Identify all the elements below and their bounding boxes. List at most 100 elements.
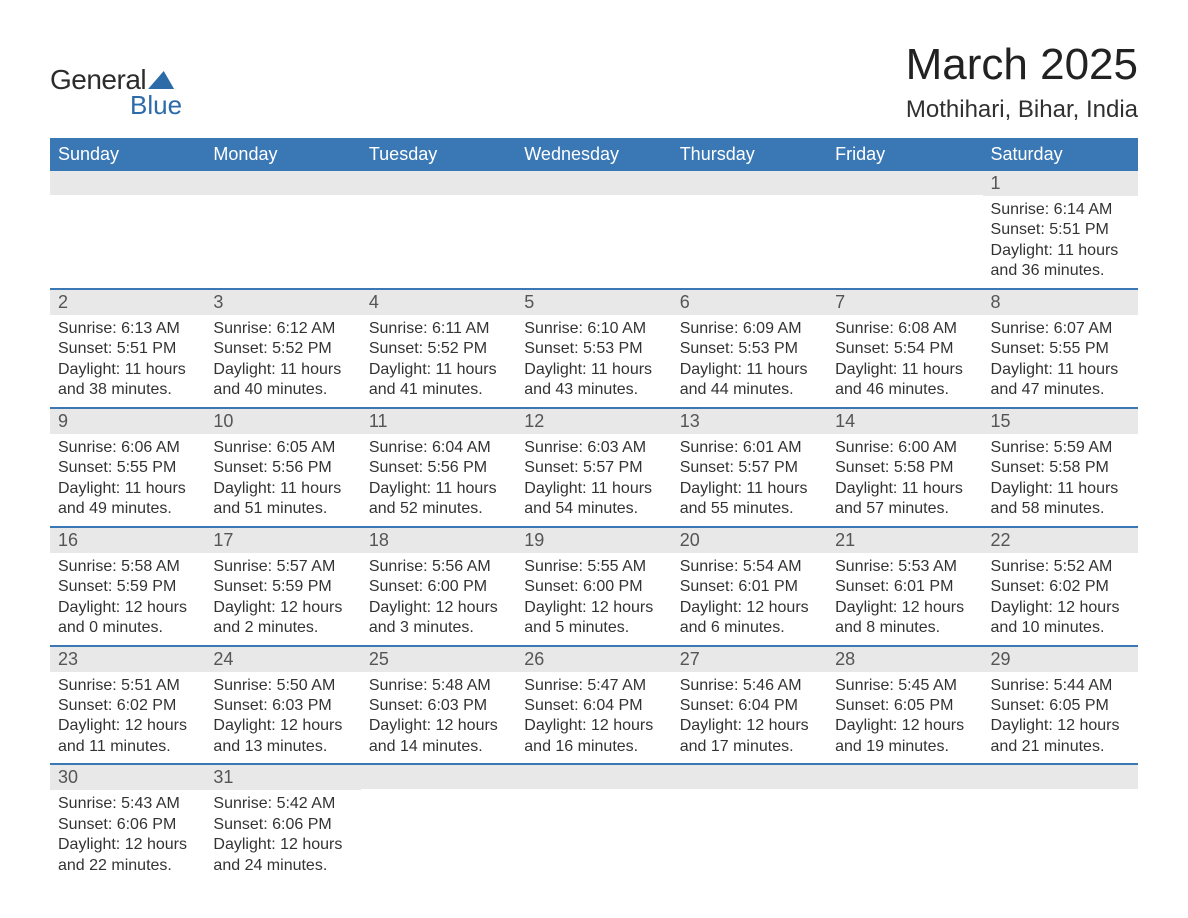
calendar-row: 2Sunrise: 6:13 AMSunset: 5:51 PMDaylight… [50,289,1138,408]
day-line: Sunrise: 5:53 AM [835,557,974,577]
day-number [205,171,360,195]
calendar-cell: 2Sunrise: 6:13 AMSunset: 5:51 PMDaylight… [50,289,205,408]
day-line: Daylight: 11 hours [991,360,1130,380]
day-line: and 41 minutes. [369,380,508,400]
calendar-row: 23Sunrise: 5:51 AMSunset: 6:02 PMDayligh… [50,646,1138,765]
day-line: and 6 minutes. [680,618,819,638]
day-line: Sunrise: 6:07 AM [991,319,1130,339]
day-content: Sunrise: 5:51 AMSunset: 6:02 PMDaylight:… [50,672,205,764]
day-line: Daylight: 11 hours [835,479,974,499]
day-line: and 2 minutes. [213,618,352,638]
day-line: Daylight: 12 hours [524,716,663,736]
calendar-cell: 3Sunrise: 6:12 AMSunset: 5:52 PMDaylight… [205,289,360,408]
day-line: Sunset: 6:06 PM [58,815,197,835]
day-number: 21 [827,528,982,553]
day-line: Sunrise: 5:46 AM [680,676,819,696]
day-number [672,765,827,789]
day-line: Sunrise: 5:44 AM [991,676,1130,696]
day-content: Sunrise: 5:46 AMSunset: 6:04 PMDaylight:… [672,672,827,764]
day-line: Daylight: 12 hours [213,716,352,736]
calendar-cell: 14Sunrise: 6:00 AMSunset: 5:58 PMDayligh… [827,408,982,527]
day-line: Sunset: 6:06 PM [213,815,352,835]
day-line: and 5 minutes. [524,618,663,638]
day-number: 17 [205,528,360,553]
day-content [50,195,205,281]
day-line: Sunrise: 5:52 AM [991,557,1130,577]
day-line: Sunset: 5:56 PM [369,458,508,478]
day-line: Sunset: 5:55 PM [991,339,1130,359]
day-line: and 52 minutes. [369,499,508,519]
day-content: Sunrise: 6:03 AMSunset: 5:57 PMDaylight:… [516,434,671,526]
day-content: Sunrise: 6:04 AMSunset: 5:56 PMDaylight:… [361,434,516,526]
day-line: Sunrise: 5:57 AM [213,557,352,577]
day-line: Daylight: 11 hours [991,241,1130,261]
day-line: Sunset: 6:02 PM [991,577,1130,597]
calendar-cell: 9Sunrise: 6:06 AMSunset: 5:55 PMDaylight… [50,408,205,527]
day-line: Sunrise: 6:10 AM [524,319,663,339]
day-content: Sunrise: 5:44 AMSunset: 6:05 PMDaylight:… [983,672,1138,764]
day-line: Sunrise: 5:45 AM [835,676,974,696]
day-content: Sunrise: 6:12 AMSunset: 5:52 PMDaylight:… [205,315,360,407]
day-line: Sunrise: 5:59 AM [991,438,1130,458]
day-content: Sunrise: 6:07 AMSunset: 5:55 PMDaylight:… [983,315,1138,407]
calendar-cell: 29Sunrise: 5:44 AMSunset: 6:05 PMDayligh… [983,646,1138,765]
day-content: Sunrise: 5:57 AMSunset: 5:59 PMDaylight:… [205,553,360,645]
day-number: 23 [50,647,205,672]
day-line: Daylight: 12 hours [213,835,352,855]
day-number: 19 [516,528,671,553]
day-line: Sunset: 6:05 PM [991,696,1130,716]
weekday-header: Friday [827,138,982,171]
day-line: Sunset: 5:57 PM [524,458,663,478]
day-number: 30 [50,765,205,790]
day-content: Sunrise: 5:55 AMSunset: 6:00 PMDaylight:… [516,553,671,645]
calendar-cell [516,764,671,882]
day-line: Daylight: 12 hours [835,598,974,618]
day-line: Daylight: 12 hours [991,716,1130,736]
day-line: and 54 minutes. [524,499,663,519]
day-content: Sunrise: 6:09 AMSunset: 5:53 PMDaylight:… [672,315,827,407]
calendar-cell: 18Sunrise: 5:56 AMSunset: 6:00 PMDayligh… [361,527,516,646]
day-content [205,195,360,281]
day-line: Sunrise: 6:05 AM [213,438,352,458]
day-line: Daylight: 12 hours [58,835,197,855]
weekday-header: Monday [205,138,360,171]
day-line: and 22 minutes. [58,856,197,876]
day-line: Sunrise: 5:50 AM [213,676,352,696]
day-line: Sunset: 6:01 PM [680,577,819,597]
calendar-row: 30Sunrise: 5:43 AMSunset: 6:06 PMDayligh… [50,764,1138,882]
calendar-row: 1Sunrise: 6:14 AMSunset: 5:51 PMDaylight… [50,171,1138,289]
day-number: 2 [50,290,205,315]
day-content: Sunrise: 6:06 AMSunset: 5:55 PMDaylight:… [50,434,205,526]
calendar-cell: 5Sunrise: 6:10 AMSunset: 5:53 PMDaylight… [516,289,671,408]
day-line: Sunrise: 5:54 AM [680,557,819,577]
calendar-cell: 28Sunrise: 5:45 AMSunset: 6:05 PMDayligh… [827,646,982,765]
calendar-cell: 20Sunrise: 5:54 AMSunset: 6:01 PMDayligh… [672,527,827,646]
day-line: Sunset: 5:55 PM [58,458,197,478]
day-number [50,171,205,195]
day-content: Sunrise: 6:13 AMSunset: 5:51 PMDaylight:… [50,315,205,407]
day-content: Sunrise: 5:53 AMSunset: 6:01 PMDaylight:… [827,553,982,645]
day-line: Sunset: 5:52 PM [369,339,508,359]
calendar-cell: 4Sunrise: 6:11 AMSunset: 5:52 PMDaylight… [361,289,516,408]
day-line: and 19 minutes. [835,737,974,757]
day-line: Daylight: 11 hours [835,360,974,380]
day-line: Sunrise: 6:03 AM [524,438,663,458]
day-line: and 57 minutes. [835,499,974,519]
calendar-cell: 1Sunrise: 6:14 AMSunset: 5:51 PMDaylight… [983,171,1138,289]
day-line: Sunset: 5:52 PM [213,339,352,359]
day-content [983,789,1138,875]
day-line: Sunset: 5:58 PM [991,458,1130,478]
calendar-cell: 12Sunrise: 6:03 AMSunset: 5:57 PMDayligh… [516,408,671,527]
day-number: 28 [827,647,982,672]
calendar-cell [827,764,982,882]
calendar-table: Sunday Monday Tuesday Wednesday Thursday… [50,138,1138,882]
weekday-header: Wednesday [516,138,671,171]
day-content [827,195,982,281]
calendar-cell [361,171,516,289]
day-line: and 36 minutes. [991,261,1130,281]
day-line: Sunrise: 6:01 AM [680,438,819,458]
location-label: Mothihari, Bihar, India [906,96,1138,124]
day-line: Daylight: 12 hours [369,716,508,736]
calendar-cell [50,171,205,289]
calendar-cell [361,764,516,882]
